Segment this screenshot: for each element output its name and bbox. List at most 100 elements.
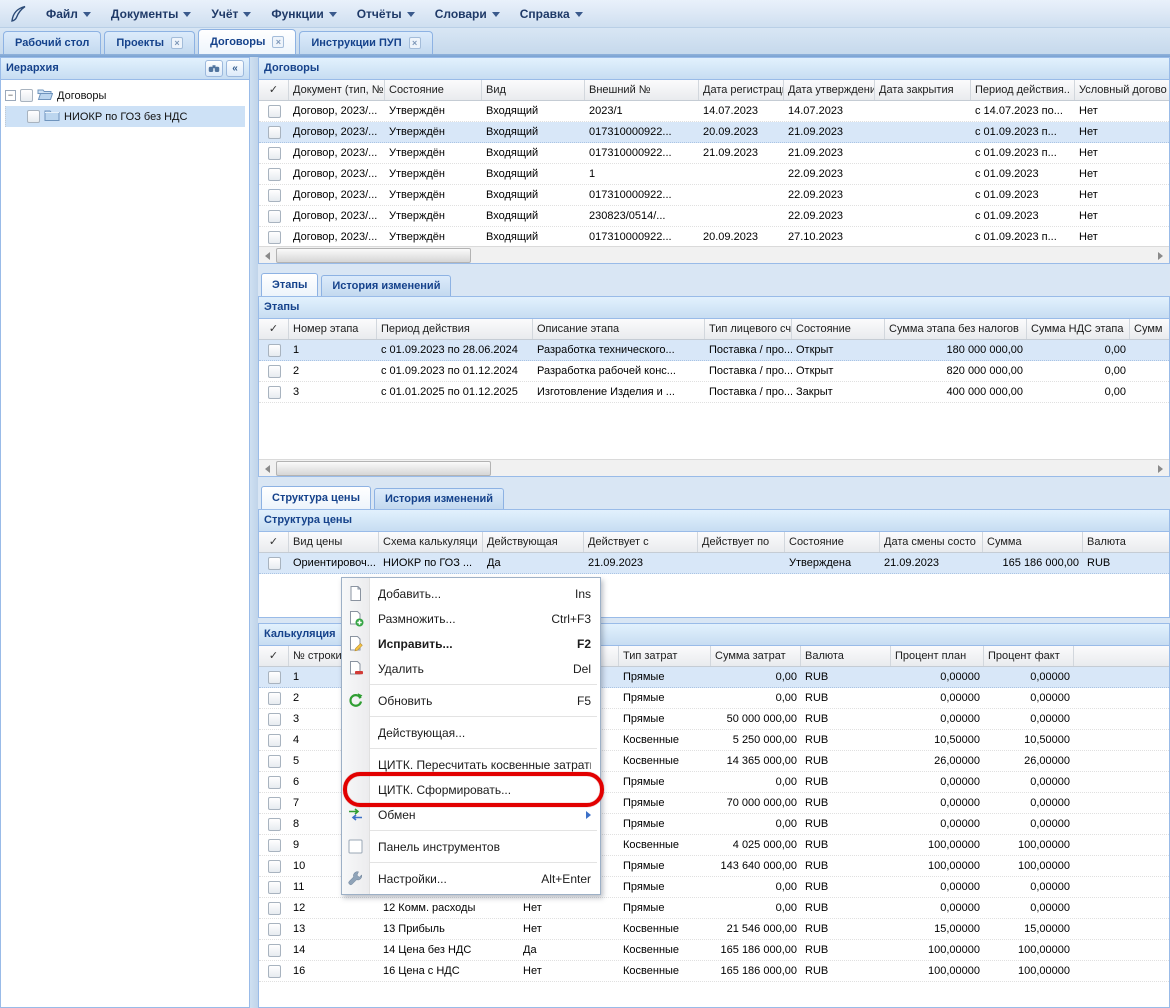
- table-row[interactable]: 13 13 Прибыль Нет Косвенные 21 546 000,00 RUB…: [259, 919, 1169, 940]
- row-checkbox[interactable]: [267, 880, 281, 894]
- row-checkbox[interactable]: [267, 859, 281, 873]
- close-icon[interactable]: ×: [272, 36, 285, 48]
- column-header[interactable]: Действующая: [483, 532, 584, 552]
- column-header[interactable]: Сумма: [983, 532, 1083, 552]
- menu-help[interactable]: Справка: [510, 4, 593, 24]
- table-row[interactable]: 16 16 Цена с НДС Нет Косвенные 165 186 000,0…: [259, 961, 1169, 982]
- table-row[interactable]: Договор, 2023/... Утверждён Входящий 017310…: [259, 227, 1169, 248]
- close-icon[interactable]: ×: [408, 37, 421, 49]
- checkbox-icon[interactable]: [347, 838, 364, 855]
- column-header[interactable]: [1074, 646, 1169, 666]
- column-header[interactable]: Действует по: [698, 532, 785, 552]
- row-checkbox[interactable]: [267, 796, 281, 810]
- scrollbar-thumb[interactable]: [276, 247, 471, 263]
- menu-functions[interactable]: Функции: [261, 4, 346, 24]
- column-header[interactable]: Условный догово: [1075, 80, 1169, 100]
- row-checkbox[interactable]: [267, 733, 281, 747]
- scroll-left-icon[interactable]: [259, 460, 276, 477]
- panel-splitter[interactable]: [250, 57, 258, 1008]
- menu-item-настройки[interactable]: Настройки... Alt+Enter: [342, 866, 600, 891]
- column-header[interactable]: Период действия..: [971, 80, 1075, 100]
- select-all-column-header[interactable]: ✓: [259, 80, 289, 100]
- search-icon[interactable]: [205, 60, 223, 77]
- column-header[interactable]: Тип затрат: [619, 646, 711, 666]
- column-header[interactable]: Тип лицевого счёт: [705, 319, 792, 339]
- tab-price-structure[interactable]: Структура цены: [261, 486, 371, 509]
- row-checkbox[interactable]: [267, 943, 281, 957]
- menu-item-действующая[interactable]: Действующая...: [342, 720, 600, 745]
- select-all-column-header[interactable]: ✓: [259, 319, 289, 339]
- column-header[interactable]: Номер этапа: [289, 319, 377, 339]
- column-header[interactable]: Документ (тип, №: [289, 80, 385, 100]
- scroll-right-icon[interactable]: [1152, 247, 1169, 264]
- menu-reports[interactable]: Отчёты: [347, 4, 425, 24]
- menu-item-удалить[interactable]: Удалить Del: [342, 656, 600, 681]
- row-checkbox[interactable]: [267, 817, 281, 831]
- menu-item-обновить[interactable]: Обновить F5: [342, 688, 600, 713]
- tab-stages-history[interactable]: История изменений: [321, 275, 452, 296]
- column-header[interactable]: Процент план: [891, 646, 984, 666]
- tab-desktop[interactable]: Рабочий стол: [3, 31, 102, 54]
- tree-node-niokr[interactable]: НИОКР по ГОЗ без НДС: [5, 106, 245, 127]
- column-header[interactable]: Сумма НДС этапа: [1027, 319, 1130, 339]
- menu-file[interactable]: Файл: [36, 4, 101, 24]
- table-row[interactable]: 1 с 01.09.2023 по 28.06.2024 Разработка те…: [259, 340, 1169, 361]
- table-row[interactable]: Договор, 2023/... Утверждён Входящий 2023/1…: [259, 101, 1169, 122]
- tab-price-history[interactable]: История изменений: [373, 488, 505, 509]
- table-row[interactable]: Договор, 2023/... Утверждён Входящий 017310…: [259, 143, 1169, 164]
- menu-accounting[interactable]: Учёт: [201, 4, 261, 24]
- row-checkbox[interactable]: [267, 775, 281, 789]
- column-header[interactable]: Сумм: [1130, 319, 1169, 339]
- column-header[interactable]: Описание этапа: [533, 319, 705, 339]
- menu-item-обмен[interactable]: Обмен: [342, 802, 600, 827]
- tab-stages[interactable]: Этапы: [261, 273, 319, 296]
- menu-documents[interactable]: Документы: [101, 4, 201, 24]
- table-row[interactable]: 12 12 Комм. расходы Нет Прямые 0,00 RUB 0,0000…: [259, 898, 1169, 919]
- column-header[interactable]: Схема калькуляци: [379, 532, 483, 552]
- row-checkbox[interactable]: [267, 125, 281, 139]
- row-checkbox[interactable]: [267, 712, 281, 726]
- column-header[interactable]: Сумма затрат: [711, 646, 801, 666]
- column-header[interactable]: Дата закрытия: [875, 80, 971, 100]
- column-header[interactable]: Валюта: [801, 646, 891, 666]
- row-checkbox[interactable]: [267, 146, 281, 160]
- tab-instructions-pup[interactable]: Инструкции ПУП ×: [299, 31, 433, 54]
- row-checkbox[interactable]: [267, 556, 281, 570]
- column-header[interactable]: Вид: [482, 80, 585, 100]
- column-header[interactable]: Дата регистрации.: [699, 80, 784, 100]
- column-header[interactable]: [519, 646, 619, 666]
- row-checkbox[interactable]: [267, 104, 281, 118]
- table-row[interactable]: 14 14 Цена без НДС Да Косвенные 165 186 000,…: [259, 940, 1169, 961]
- tab-projects[interactable]: Проекты ×: [104, 31, 196, 54]
- menu-dictionaries[interactable]: Словари: [425, 4, 510, 24]
- tree-node-contracts[interactable]: − Договоры: [5, 85, 245, 106]
- row-checkbox[interactable]: [267, 364, 281, 378]
- row-checkbox[interactable]: [267, 167, 281, 181]
- column-header[interactable]: Процент факт: [984, 646, 1074, 666]
- column-header[interactable]: Сумма этапа без налогов: [885, 319, 1027, 339]
- scroll-left-icon[interactable]: [259, 247, 276, 264]
- column-header[interactable]: Состояние: [785, 532, 880, 552]
- table-row[interactable]: Договор, 2023/... Утверждён Входящий 1 22.09…: [259, 164, 1169, 185]
- tree-node-checkbox[interactable]: [27, 110, 40, 123]
- row-checkbox[interactable]: [267, 188, 281, 202]
- row-checkbox[interactable]: [267, 922, 281, 936]
- menu-item-исправить[interactable]: Исправить... F2: [342, 631, 600, 656]
- column-header[interactable]: Дата утверждения: [784, 80, 875, 100]
- row-checkbox[interactable]: [267, 754, 281, 768]
- table-row[interactable]: 3 с 01.01.2025 по 01.12.2025 Изготовление …: [259, 382, 1169, 403]
- column-header[interactable]: Состояние: [385, 80, 482, 100]
- row-checkbox[interactable]: [267, 385, 281, 399]
- scrollbar-thumb[interactable]: [276, 460, 491, 476]
- row-checkbox[interactable]: [267, 838, 281, 852]
- table-row[interactable]: 2 с 01.09.2023 по 01.12.2024 Разработка ра…: [259, 361, 1169, 382]
- menu-item-цитк-пересчитать-косвенные-затраты[interactable]: ЦИТК. Пересчитать косвенные затраты...: [342, 752, 600, 777]
- column-header[interactable]: Внешний №: [585, 80, 699, 100]
- hscrollbar[interactable]: [259, 246, 1169, 263]
- table-row[interactable]: Ориентировоч... НИОКР по ГОЗ ... Да 21.09.2…: [259, 553, 1169, 574]
- row-checkbox[interactable]: [267, 691, 281, 705]
- column-header[interactable]: Валюта: [1083, 532, 1169, 552]
- menu-item-панель-инструментов[interactable]: Панель инструментов: [342, 834, 600, 859]
- column-header[interactable]: Действует с: [584, 532, 698, 552]
- row-checkbox[interactable]: [267, 230, 281, 244]
